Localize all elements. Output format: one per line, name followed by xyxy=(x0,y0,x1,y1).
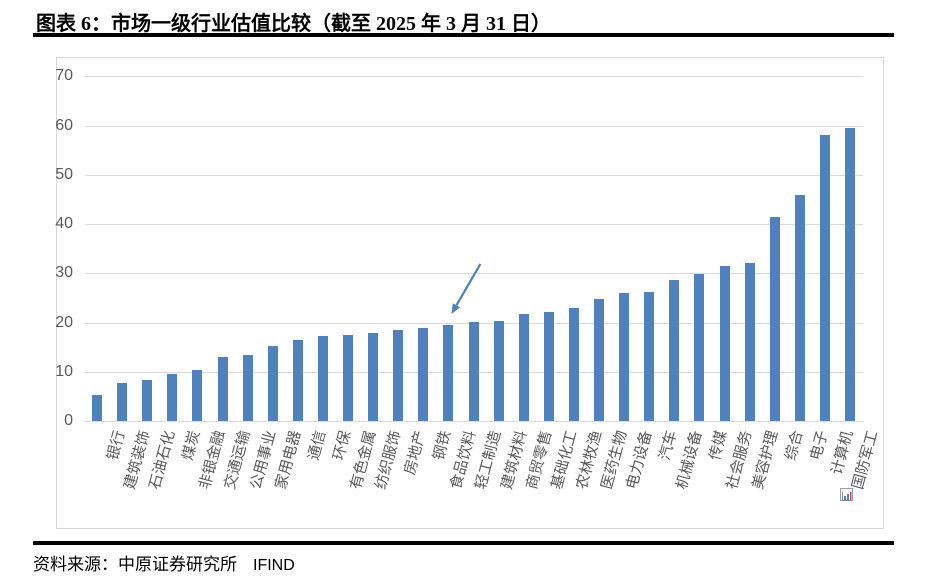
bar xyxy=(142,380,153,421)
bar xyxy=(92,394,102,421)
bar xyxy=(819,135,830,421)
x-axis-category-label: 通信 xyxy=(304,428,330,463)
y-axis-tick-label: 10 xyxy=(55,362,73,380)
y-axis-tick-label: 30 xyxy=(55,264,73,282)
bar xyxy=(192,370,203,421)
bar xyxy=(468,321,479,421)
bar xyxy=(368,333,379,421)
bar xyxy=(644,291,655,421)
y-axis-tick-label: 70 xyxy=(55,67,73,85)
x-axis-category-label: 综合 xyxy=(781,428,807,463)
footer-divider-rule xyxy=(33,541,894,545)
y-axis-tick-label: 20 xyxy=(55,313,73,331)
bar xyxy=(443,324,454,421)
bar xyxy=(719,266,730,421)
bar xyxy=(543,312,554,421)
bar xyxy=(769,216,780,421)
gridline xyxy=(85,174,863,176)
bar xyxy=(242,355,253,421)
x-axis-category-label: 电子 xyxy=(806,428,832,463)
source-label: 资料来源：中原证券研究所 xyxy=(33,555,237,574)
bar xyxy=(267,346,278,421)
bar xyxy=(393,330,404,421)
y-axis-tick-label: 0 xyxy=(64,412,73,429)
bar xyxy=(794,195,805,421)
bar xyxy=(167,374,178,421)
bar xyxy=(845,128,855,421)
mini-chart-glyph xyxy=(842,491,852,501)
bar xyxy=(117,383,128,421)
y-axis-tick-label: 40 xyxy=(55,215,73,233)
bar xyxy=(744,262,755,421)
source-provider: IFIND xyxy=(253,557,295,574)
bar xyxy=(619,292,630,421)
gridline xyxy=(85,76,863,78)
bar xyxy=(292,339,303,421)
gridline xyxy=(85,224,863,226)
title-divider-rule xyxy=(33,33,894,37)
y-axis-tick-label: 60 xyxy=(55,116,73,134)
chart-panel: 0 10 20 30 40 50 60 70 银行 建筑装饰 石油石化 煤炭 非银金融 交通运输 公用事业家… xyxy=(55,57,884,529)
bar xyxy=(493,320,504,421)
bar xyxy=(343,335,353,421)
gridline xyxy=(85,125,863,127)
bar xyxy=(518,313,529,421)
bar xyxy=(418,328,429,421)
gridline xyxy=(85,421,863,422)
bar xyxy=(694,274,705,421)
bar xyxy=(594,299,604,421)
bar xyxy=(568,307,579,421)
source-note: 资料来源：中原证券研究所 IFIND xyxy=(33,550,295,575)
embedded-chart-icon xyxy=(840,488,853,501)
bar xyxy=(317,336,328,421)
bar xyxy=(217,356,228,421)
y-axis-tick-label: 50 xyxy=(55,165,73,183)
bar xyxy=(669,280,680,421)
page-title: 图表 6：市场一级行业估值比较（截至 2025 年 3 月 31 日） xyxy=(36,13,551,35)
